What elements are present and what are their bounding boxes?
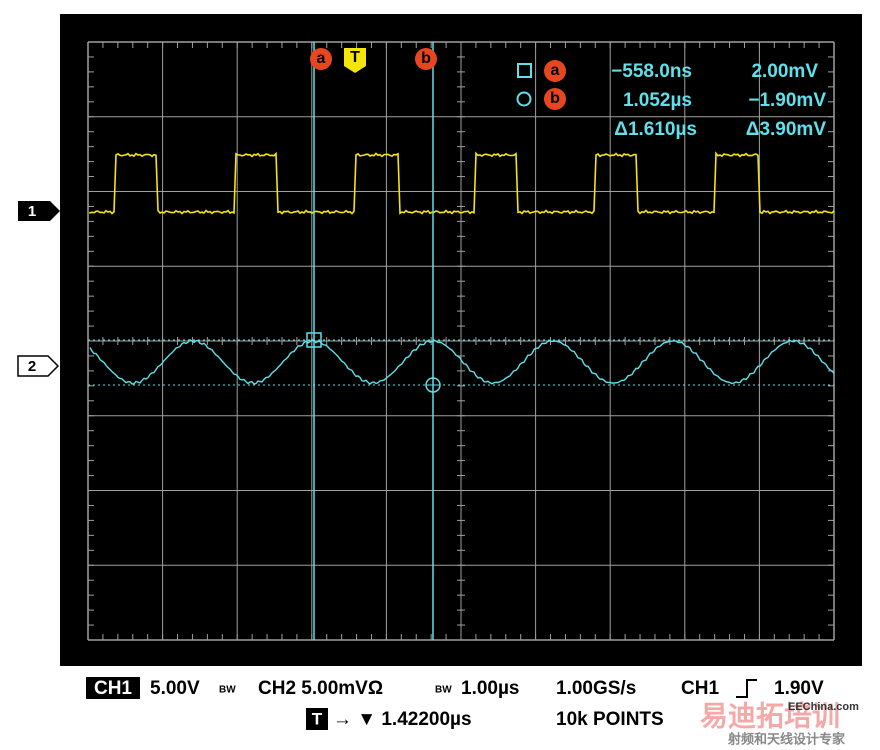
ch1-marker	[18, 201, 60, 221]
readout-a-letter: a	[551, 62, 560, 79]
watermark-brand: 易迪拓培训	[700, 699, 840, 731]
ch1-badge	[86, 677, 140, 699]
ch2-scale: CH2 5.00mVΩ	[258, 678, 383, 699]
ch2-marker-label: 2	[28, 358, 36, 375]
readout-b-symbol	[516, 91, 532, 107]
readout-delta-voltage: Δ3.90mV	[746, 119, 827, 140]
ch2-bw: BW	[435, 685, 452, 696]
readout-b-badge	[544, 88, 566, 110]
ch1-label: CH1	[94, 678, 132, 699]
trigger-letter: T	[350, 49, 360, 66]
graticule	[87, 41, 835, 641]
cursor-a-letter: a	[317, 50, 326, 67]
trigger-level: 1.90V	[774, 678, 824, 699]
readout-a-voltage: 2.00mV	[751, 61, 818, 82]
ch2-trace	[89, 338, 835, 385]
trigger-label: T	[312, 709, 323, 728]
readout-b-voltage: −1.90mV	[748, 90, 826, 111]
readout-b-letter: b	[550, 90, 560, 107]
readout-b-time: 1.052µs	[623, 90, 692, 111]
ch1-scale: 5.00V	[150, 678, 200, 699]
record-length: 10k POINTS	[556, 709, 664, 730]
cursor-b-letter: b	[421, 50, 431, 67]
ch1-trace	[89, 151, 835, 215]
cursor-b-badge	[415, 48, 437, 70]
ch1-marker-label: 1	[28, 203, 36, 220]
readout-a-badge	[544, 60, 566, 82]
watermark-tagline: 射频和天线设计专家	[727, 731, 846, 746]
readout-delta-time: Δ1.610µs	[614, 119, 697, 140]
cursor-a-point	[306, 332, 322, 348]
watermark-site: EEChina.com	[788, 701, 859, 713]
ch1-bw: BW	[219, 685, 236, 696]
readout-a-time: −558.0ns	[611, 61, 692, 82]
trigger-badge	[344, 48, 366, 73]
trigger-position: → ▼ 1.42200µs	[333, 709, 472, 730]
trigger-badge-small	[306, 708, 328, 730]
timebase: 1.00µs	[461, 678, 520, 699]
sample-rate: 1.00GS/s	[556, 678, 636, 699]
trigger-slope-icon	[736, 679, 757, 698]
ch2-marker	[17, 355, 60, 377]
traces	[89, 151, 835, 385]
trigger-source: CH1	[681, 678, 719, 699]
readout-a-symbol	[517, 63, 532, 78]
cursor-a-badge	[310, 48, 332, 70]
